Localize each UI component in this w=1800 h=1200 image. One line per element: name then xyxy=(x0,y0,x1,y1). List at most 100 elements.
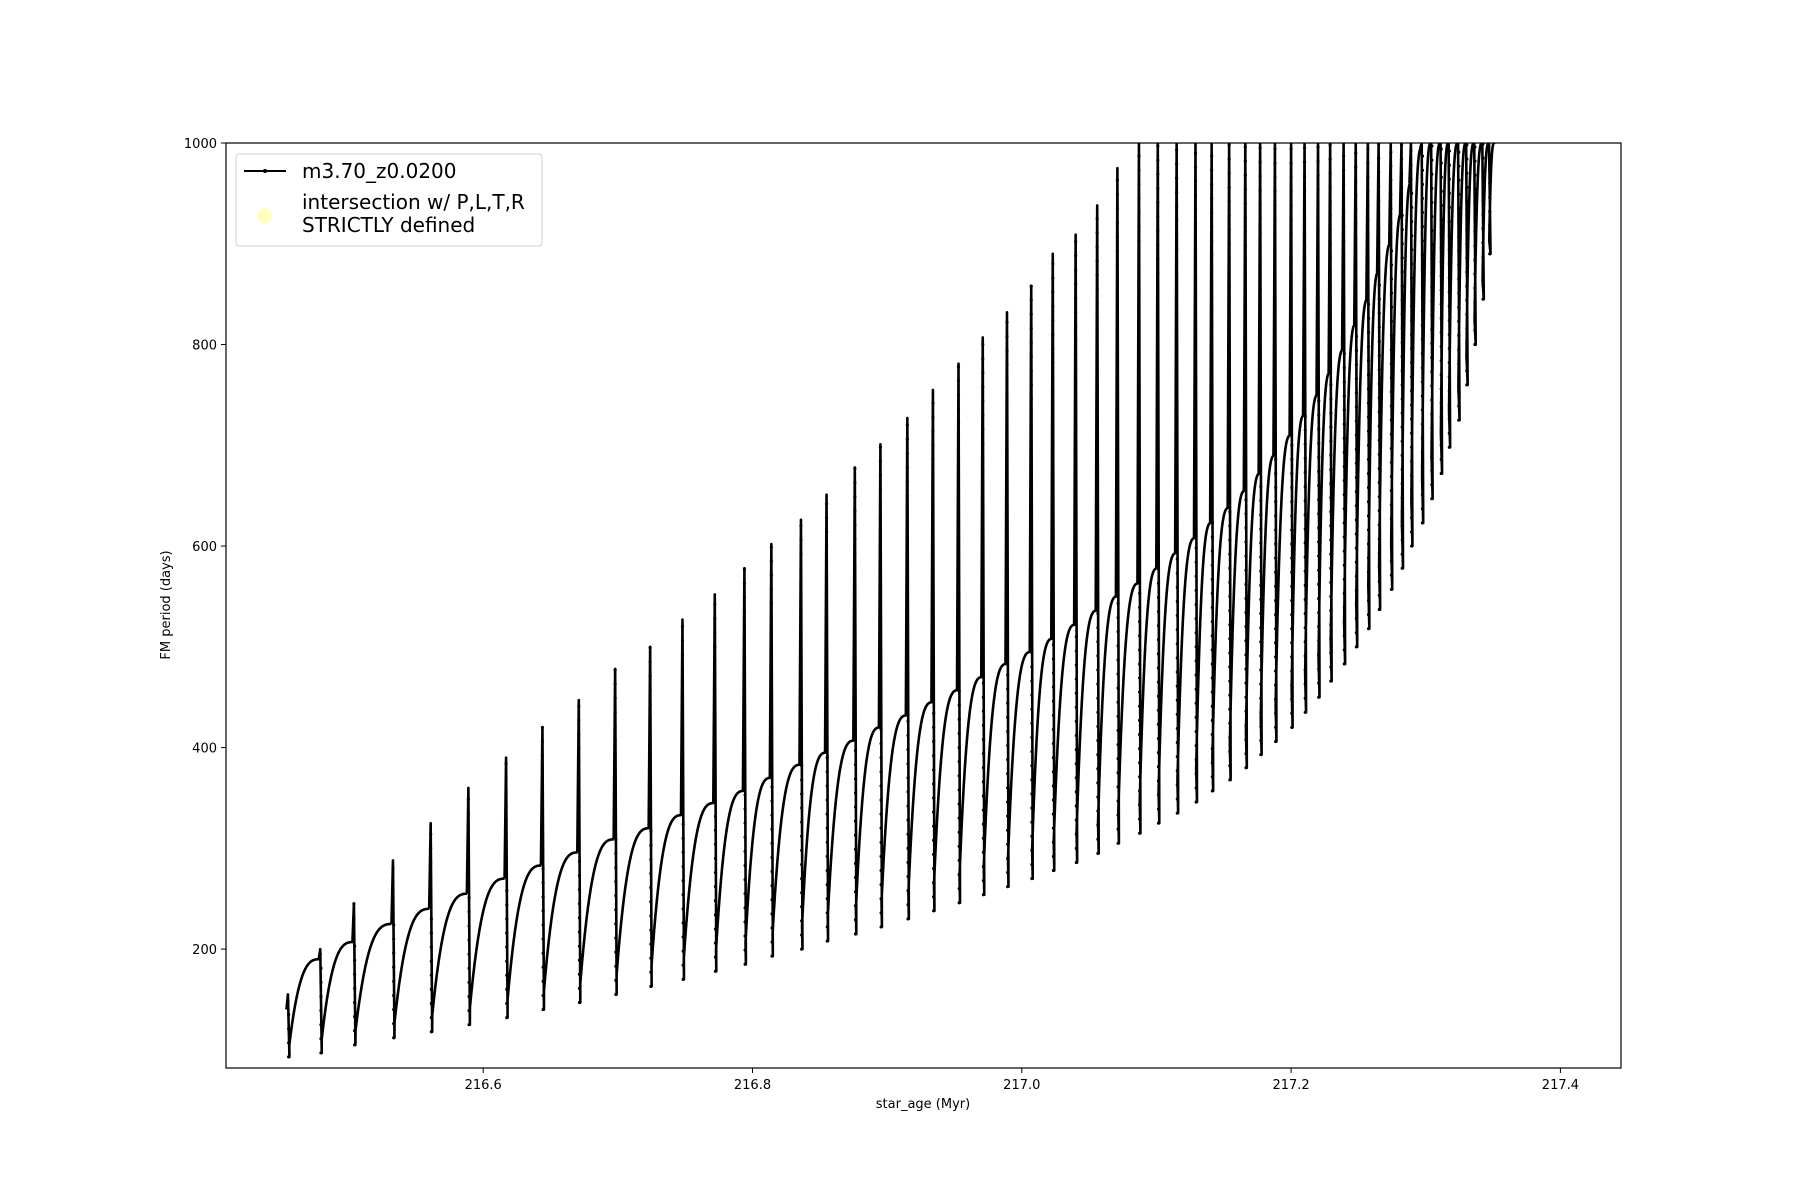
series-point xyxy=(541,895,545,899)
series-point xyxy=(1389,305,1394,309)
series-point xyxy=(824,713,829,717)
series-point xyxy=(1051,403,1055,407)
series-point xyxy=(1488,224,1492,228)
series-point xyxy=(1366,246,1370,250)
series-point xyxy=(742,609,747,614)
series-point xyxy=(392,965,396,969)
series-point xyxy=(1243,159,1247,163)
series-point xyxy=(1302,174,1307,178)
series-point xyxy=(1074,296,1078,300)
series-point xyxy=(1096,611,1100,616)
series-point xyxy=(1366,316,1371,320)
series-point xyxy=(1175,726,1179,731)
series-point xyxy=(1095,287,1099,291)
series-point xyxy=(824,741,829,746)
series-point xyxy=(1377,438,1381,442)
series-point xyxy=(1302,216,1307,221)
series-point xyxy=(1005,546,1009,550)
series-point xyxy=(1175,303,1179,307)
series-point xyxy=(957,844,961,848)
series-point xyxy=(1420,351,1425,356)
series-point xyxy=(956,604,961,609)
series-point xyxy=(1156,356,1160,360)
series-point xyxy=(319,1051,323,1055)
series-point xyxy=(1410,417,1414,421)
series-point xyxy=(1175,331,1179,336)
series-point xyxy=(1258,358,1262,362)
series-point xyxy=(906,733,910,738)
series-point xyxy=(1410,473,1414,478)
series-point xyxy=(1095,597,1099,602)
series-point xyxy=(1194,574,1198,578)
legend-label-intersection-line2: STRICTLY defined xyxy=(302,213,475,237)
series-point xyxy=(540,768,545,772)
series-point xyxy=(879,741,883,746)
series-point xyxy=(1193,306,1198,310)
series-point xyxy=(467,938,471,942)
series-point xyxy=(1210,732,1214,737)
series-point xyxy=(800,947,804,951)
series-point xyxy=(680,766,685,770)
series-point xyxy=(981,681,986,685)
series-point xyxy=(1138,746,1142,751)
series-point xyxy=(1210,676,1214,680)
series-point xyxy=(1194,673,1198,677)
series-point xyxy=(1354,377,1359,381)
series-point xyxy=(905,451,909,455)
series-point xyxy=(1175,317,1179,321)
series-point xyxy=(1389,531,1394,535)
series-point xyxy=(1430,229,1434,233)
series-point xyxy=(1210,450,1214,454)
series-point xyxy=(1227,284,1231,288)
series-point xyxy=(1156,482,1160,487)
series-point xyxy=(1430,158,1434,162)
series-point xyxy=(1274,627,1278,631)
series-point xyxy=(680,723,685,728)
series-point xyxy=(956,421,961,425)
series-point xyxy=(1228,637,1232,641)
series-point xyxy=(392,923,396,927)
series-point xyxy=(1465,171,1469,175)
series-point xyxy=(1175,190,1179,194)
series-point xyxy=(956,590,961,595)
series-point xyxy=(1317,596,1321,601)
series-point xyxy=(1420,182,1425,186)
series-point xyxy=(1029,566,1033,570)
series-cycle xyxy=(1429,143,1442,500)
series-point xyxy=(1430,172,1434,176)
series-point xyxy=(1317,399,1321,403)
series-point xyxy=(1051,417,1055,421)
series-point xyxy=(1473,244,1477,248)
series-point xyxy=(1115,263,1119,267)
series-point xyxy=(1194,758,1198,762)
series-point xyxy=(1137,267,1141,271)
series-point xyxy=(1175,769,1179,773)
series-point xyxy=(824,558,829,562)
series-point xyxy=(1377,368,1381,372)
series-point xyxy=(352,916,356,920)
series-point xyxy=(1377,170,1381,174)
series-point xyxy=(1274,542,1278,546)
series-cycle xyxy=(955,362,984,905)
series-point xyxy=(1210,718,1214,722)
series-point xyxy=(1156,229,1160,233)
series-point xyxy=(1289,161,1293,165)
series-point xyxy=(1316,159,1320,163)
series-point xyxy=(1290,514,1294,518)
series-point xyxy=(1138,789,1142,793)
series-point xyxy=(1051,868,1056,873)
series-point xyxy=(1430,214,1434,219)
series-point xyxy=(1175,204,1179,209)
series-point xyxy=(1303,668,1307,672)
series-point xyxy=(1289,288,1293,292)
series-point xyxy=(1377,212,1381,217)
series-point xyxy=(1481,297,1485,301)
series-point xyxy=(1243,328,1247,333)
series-point xyxy=(956,520,961,524)
series-point xyxy=(577,859,582,864)
series-point xyxy=(1156,398,1160,402)
series-point xyxy=(504,818,508,822)
series-point xyxy=(1258,343,1262,348)
series-point xyxy=(1006,786,1010,790)
series-point xyxy=(1156,807,1161,811)
